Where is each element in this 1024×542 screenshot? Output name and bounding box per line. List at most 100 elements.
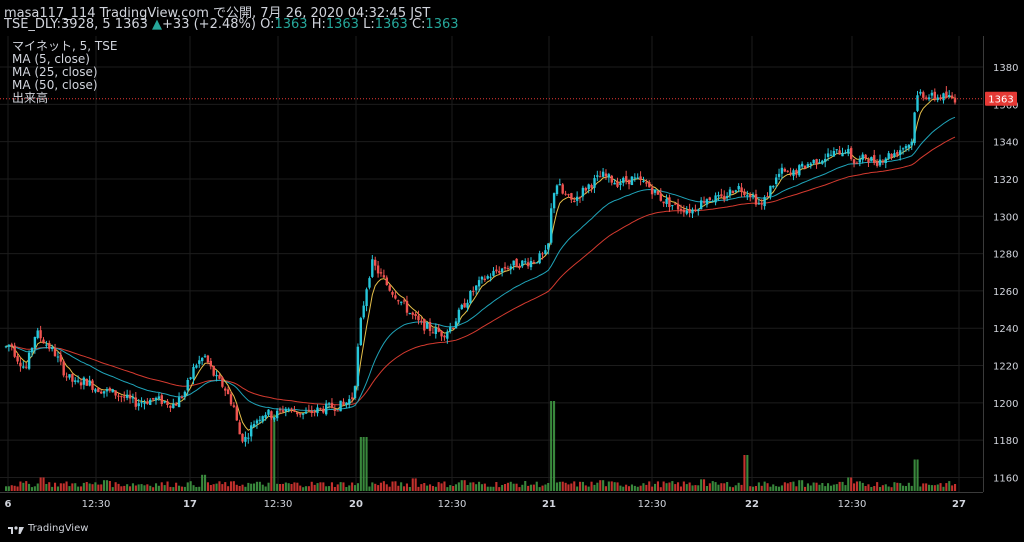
candle-body [356, 346, 360, 387]
volume-bar [71, 483, 74, 491]
candle-body [428, 322, 432, 331]
volume-bar [925, 483, 928, 491]
volume-bar [253, 483, 256, 491]
volume-bar [227, 486, 230, 491]
candle-body [524, 261, 527, 263]
candle-body [88, 380, 91, 386]
volume-bar [743, 455, 746, 491]
candle-body [261, 416, 264, 422]
volume-bar [97, 484, 100, 491]
candle-body [648, 182, 651, 188]
candle-body [610, 175, 613, 183]
y-tick-label: 1200 [993, 399, 1018, 410]
volume-bar [30, 487, 33, 491]
volume-bar [714, 482, 717, 491]
symbol-label[interactable]: TSE_DLY:3928, 5 [4, 17, 111, 32]
price-chart[interactable]: 1160 1180 1200 1220 1240 1260 1280 1300 1320 1340… [0, 36, 1024, 518]
volume-bar [922, 483, 925, 491]
volume-bar [654, 483, 657, 491]
volume-bar [212, 484, 215, 491]
y-tick-label: 1300 [993, 212, 1018, 223]
candle-body [51, 347, 54, 349]
candle-body [561, 184, 564, 194]
candle-body [826, 153, 830, 157]
volume-bar [948, 481, 951, 491]
volume-bar [847, 477, 850, 491]
volume-bar [365, 437, 368, 491]
candle-body [284, 409, 287, 412]
candle-body [645, 182, 648, 184]
candle-body [731, 191, 735, 194]
candle-body [417, 315, 420, 321]
candle-body [13, 345, 16, 357]
author-name[interactable]: masa117_114 [4, 6, 96, 21]
candle-body [650, 187, 654, 195]
candle-body [593, 178, 596, 188]
candle-body [558, 184, 561, 186]
volume-bar [763, 481, 766, 491]
candle-body [760, 203, 763, 205]
candle-body [296, 412, 299, 415]
volume-bar [700, 479, 703, 491]
candle-body [232, 405, 236, 407]
legend-volume[interactable]: 出来高 [12, 91, 49, 105]
candle-body [881, 161, 885, 163]
volume-bar [596, 482, 599, 491]
candle-body [307, 409, 311, 411]
candle-body [518, 266, 521, 268]
volume-bar [504, 484, 507, 491]
volume-bar [708, 483, 711, 491]
volume-bar [535, 481, 538, 491]
candle-body [359, 318, 362, 345]
volume-bar [117, 483, 120, 491]
legend-symbol[interactable]: マイネット, 5, TSE [12, 39, 118, 53]
candle-body [535, 262, 538, 264]
volume-bar [59, 483, 62, 491]
y-tick-label: 1320 [993, 175, 1018, 186]
candle-body [273, 417, 276, 420]
volume-bar [65, 481, 68, 491]
candle-body [700, 200, 703, 210]
volume-bar [630, 484, 633, 491]
volume-bar [766, 483, 769, 491]
volume-bar [731, 487, 734, 491]
candle-body [792, 170, 795, 176]
candle-body [578, 197, 582, 198]
volume-bar [884, 484, 887, 491]
candle-body [264, 414, 267, 418]
candle-body [786, 170, 789, 172]
volume-bar [426, 485, 429, 491]
candle-body [270, 411, 273, 419]
candle-body [815, 159, 818, 164]
y-tick-label: 1360 [993, 100, 1018, 111]
volume-bar [319, 482, 322, 491]
volume-bar [411, 478, 414, 491]
x-tick-label: 6 [5, 499, 12, 510]
candle-body [22, 366, 25, 368]
volume-bar [160, 482, 163, 491]
high-value: 1363 [325, 17, 359, 32]
volume-bar [195, 487, 198, 491]
volume-bar [850, 477, 853, 491]
legend-ma5[interactable]: MA (5, close) [12, 52, 90, 66]
volume-bar [775, 486, 778, 491]
candle-body [734, 190, 737, 192]
volume-bar [593, 484, 596, 491]
legend-ma50[interactable]: MA (50, close) [12, 78, 98, 92]
volume-bar [783, 482, 786, 491]
volume-bar [206, 482, 209, 491]
candle-body [345, 402, 348, 406]
volume-bar [56, 486, 59, 491]
volume-bar [633, 485, 636, 491]
volume-bar [682, 481, 685, 491]
volume-bar [942, 486, 945, 491]
candle-body [723, 195, 726, 200]
volume-bar [873, 486, 876, 491]
volume-bar [757, 482, 760, 491]
volume-bar [916, 459, 919, 491]
brand[interactable]: TradingView [8, 523, 88, 534]
legend-ma25[interactable]: MA (25, close) [12, 65, 98, 79]
volume-bar [100, 484, 103, 491]
candle-body [945, 91, 948, 98]
volume-bar [463, 480, 466, 491]
